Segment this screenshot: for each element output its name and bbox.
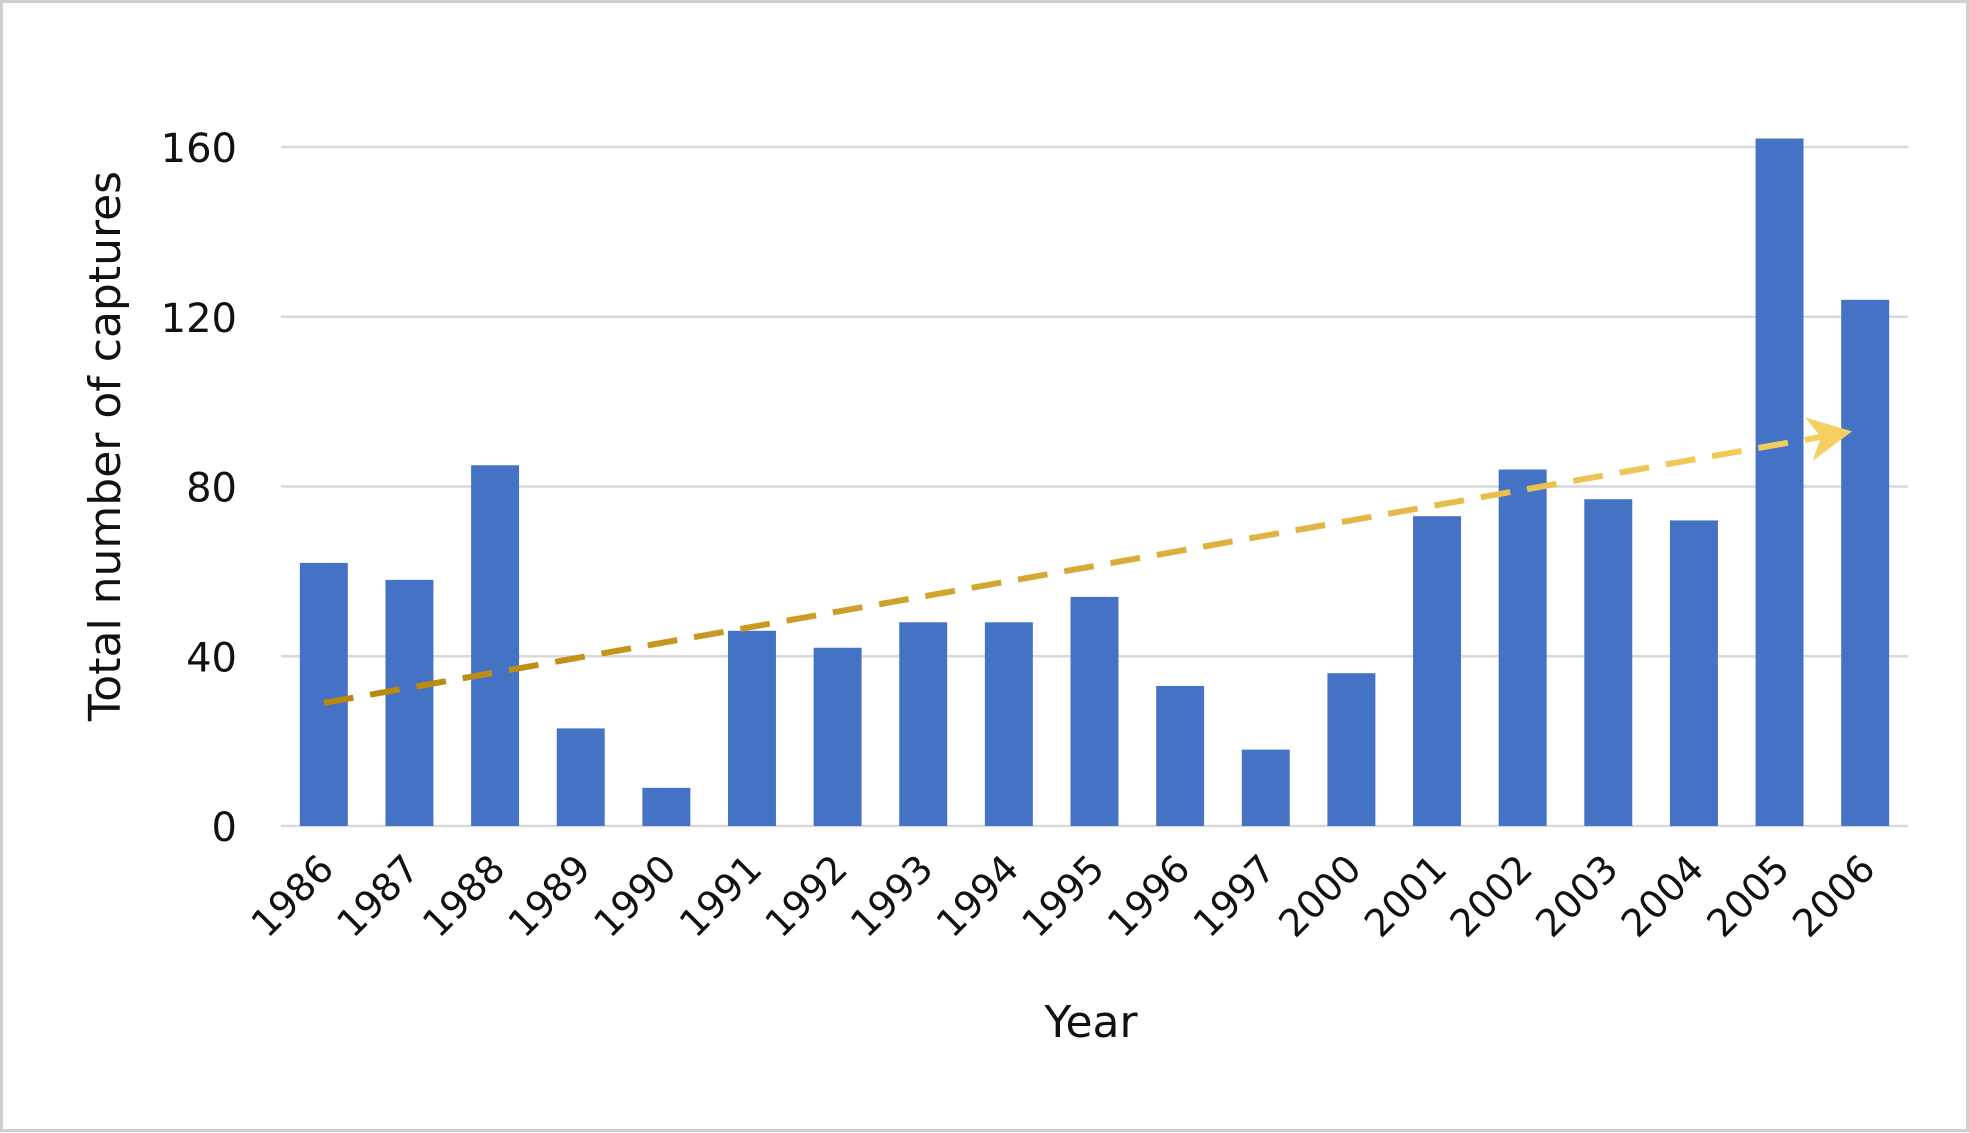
bar-1994 [984,622,1033,826]
bar-1995 [1070,596,1119,826]
x-tick-label: 1995 [1013,846,1113,946]
bar-1997 [1241,749,1290,826]
y-axis-tick-labels: 0 40 80 120 160 [161,126,237,851]
x-tick-label: 2005 [1698,846,1798,946]
bar-1996 [1156,685,1205,826]
x-tick-label: 1996 [1099,846,1199,946]
trend-line [323,433,1823,706]
y-tick-label: 80 [186,466,237,512]
bar-2003 [1584,499,1633,826]
x-axis-tick-labels: 1986198719881989199019911992199319941995… [243,846,1884,946]
x-tick-label: 2003 [1527,846,1627,946]
x-tick-label: 2004 [1613,846,1713,946]
bar-1987 [385,579,434,826]
x-tick-label: 1992 [756,846,856,946]
bar-1989 [556,728,605,826]
bar-1986 [299,562,348,826]
trend-arrow [323,417,1853,706]
bars [299,138,1890,826]
bar-chart: 0 40 80 120 160 1986198719881989199019911992… [80,126,1908,1048]
bar-2000 [1327,673,1376,826]
bar-1991 [727,630,776,826]
x-tick-label: 1988 [414,846,514,946]
x-tick-label: 1994 [928,846,1028,946]
gridlines [281,145,1908,828]
y-tick-label: 0 [212,805,237,851]
bar-1992 [813,647,862,826]
trend-arrowhead [1805,417,1853,461]
x-tick-label: 2001 [1356,846,1456,946]
bar-2001 [1413,516,1462,826]
bar-1988 [471,465,520,826]
x-tick-label: 1987 [328,846,428,946]
x-axis-label: Year [1043,997,1138,1048]
y-tick-label: 160 [161,126,237,172]
bar-2002 [1498,469,1547,826]
bar-2005 [1755,138,1804,826]
x-tick-label: 1990 [585,846,685,946]
x-tick-label: 2000 [1270,846,1370,946]
y-tick-label: 120 [161,296,237,342]
x-tick-label: 1997 [1185,846,1285,946]
x-tick-label: 1993 [842,846,942,946]
x-tick-label: 2002 [1442,846,1542,946]
bar-1993 [899,622,948,826]
x-tick-label: 1989 [500,846,600,946]
y-tick-label: 40 [186,635,237,681]
bar-2006 [1841,299,1890,826]
x-tick-label: 1986 [243,846,343,946]
y-axis-label: Total number of captures [80,171,131,722]
x-tick-label: 2006 [1784,846,1884,946]
x-tick-label: 1991 [671,846,771,946]
bar-2004 [1669,520,1718,826]
bar-1990 [642,787,691,826]
